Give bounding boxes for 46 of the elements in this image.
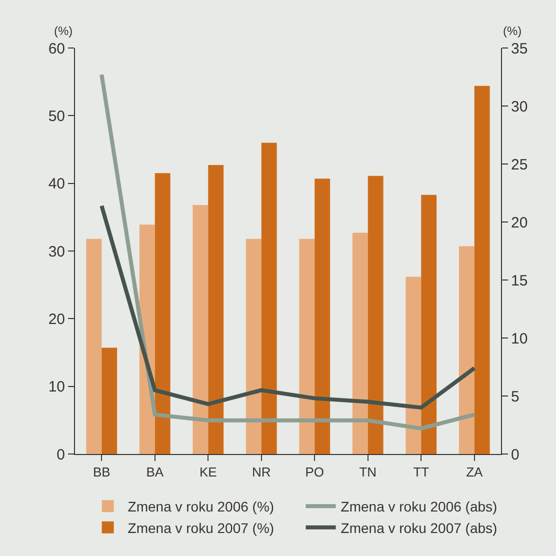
bar (102, 348, 118, 454)
bar (352, 232, 368, 454)
y2-tick-label: 25 (511, 156, 528, 174)
bar (421, 194, 437, 454)
x-tick-label: KE (199, 464, 218, 480)
bar (299, 238, 315, 454)
y-axis-title: (%) (54, 24, 73, 38)
line-series (100, 72, 476, 430)
x-tick-label: BB (92, 464, 110, 480)
y-tick-label: 20 (48, 310, 65, 328)
x-tick-label: TN (359, 464, 377, 480)
y-tick-label: 60 (48, 40, 65, 58)
y-tick-label: 30 (48, 243, 65, 260)
y2-tick-label: 35 (511, 40, 528, 58)
bar (406, 276, 422, 454)
line-series (100, 204, 476, 410)
legend-label: Zmena v roku 2007 (abs) (340, 520, 498, 536)
bar (261, 142, 277, 454)
x-tick-label: PO (305, 464, 324, 480)
legend-label: Zmena v roku 2006 (abs) (340, 498, 498, 515)
bar (458, 246, 474, 454)
bar (368, 176, 384, 454)
bar (154, 173, 170, 454)
y2-axis-title: (%) (503, 24, 522, 38)
y2-tick-label: 5 (511, 388, 520, 406)
y2-tick-label: 10 (511, 330, 528, 348)
y2-tick-label: 15 (511, 272, 528, 290)
x-tick-label: ZA (466, 464, 484, 480)
y-tick-label: 40 (48, 176, 65, 193)
bar (208, 165, 224, 454)
bar (86, 238, 102, 454)
y-tick-label: 10 (48, 378, 65, 396)
bar (192, 204, 208, 454)
y2-tick-label: 0 (511, 446, 520, 464)
y-tick-label: 50 (48, 108, 65, 125)
bar (246, 238, 262, 454)
legend-label: Zmena v roku 2007 (%) (128, 520, 274, 536)
legend-label: Zmena v roku 2006 (%) (128, 498, 274, 515)
x-tick-label: TT (413, 464, 430, 480)
bar (314, 178, 330, 454)
bar (474, 86, 490, 454)
y2-tick-label: 20 (511, 214, 528, 232)
x-tick-label: BA (146, 464, 164, 480)
y2-tick-label: 30 (511, 98, 528, 116)
y-tick-label: 0 (56, 446, 65, 464)
x-tick-label: NR (252, 464, 271, 480)
